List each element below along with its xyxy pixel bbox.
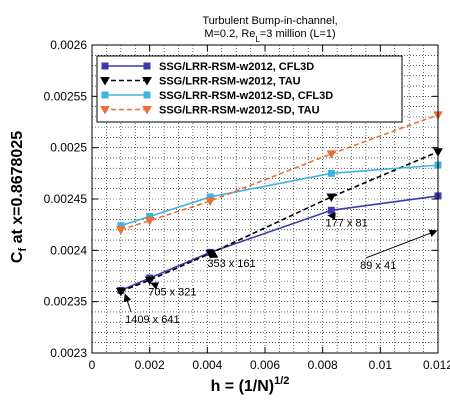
y-axis-label: Cf at x=0.8678025 (9, 131, 29, 263)
annotation-label: 89 x 41 (360, 260, 396, 272)
legend-marker (143, 62, 151, 70)
x-axis-label-main: h = (1/N) (211, 378, 275, 395)
y-tick-label: 0.0023 (50, 346, 87, 360)
legend-label: SSG/LRR-RSM-w2012-SD, CFL3D (159, 90, 333, 102)
x-tick-label: 0.01 (369, 358, 393, 372)
chart-title-part-b: =3 million (L=1) (260, 28, 336, 40)
y-tick-label: 0.00235 (44, 295, 88, 309)
annotation-layer: 1409 x 641 705 x 321 353 x 161 177 x 81 89 x… (123, 212, 438, 326)
legend: SSG/LRR-RSM-w2012, CFL3D SSG/LRR-RSM-w201… (96, 55, 403, 123)
series-1-point (327, 206, 335, 214)
chart-title-line-2: M=0.2, ReL=3 million (L=1) (204, 28, 335, 44)
series-2-point (144, 276, 155, 286)
annotation-label: 177 x 81 (326, 218, 368, 230)
annotation-label: 1409 x 641 (125, 314, 179, 326)
legend-label: SSG/LRR-RSM-w2012, TAU (159, 76, 301, 88)
x-tick-label: 0.002 (135, 358, 165, 372)
annotation-arrow (150, 282, 160, 290)
series-2-point (115, 287, 126, 297)
legend-marker (100, 77, 110, 86)
x-tick-label: 0.006 (250, 358, 280, 372)
x-tick-label: 0.008 (308, 358, 338, 372)
series-4-point (144, 217, 155, 226)
series-4-point (326, 150, 337, 159)
chart-title-sub: L (255, 35, 260, 44)
annotation-arrow (365, 229, 438, 259)
tick-layer: 0 0.002 0.004 0.006 0.008 0.01 0.012 0.0023 0.00… (44, 38, 450, 372)
x-axis-label-sup: 1/2 (274, 375, 289, 387)
y-tick-label: 0.00255 (44, 89, 88, 103)
legend-label: SSG/LRR-RSM-w2012-SD, TAU (159, 105, 320, 117)
y-axis-label-rest: at x=0.8678025 (9, 131, 26, 248)
y-tick-label: 0.00245 (44, 192, 88, 206)
legend-marker (101, 91, 109, 99)
legend-marker (101, 62, 109, 70)
series-4 (115, 111, 443, 235)
chart-title-line-1: Turbulent Bump-in-channel, (202, 15, 337, 27)
series-2-point (326, 193, 337, 202)
y-tick-label: 0.0026 (50, 38, 87, 52)
x-tick-label: 0.012 (423, 358, 450, 372)
y-tick-label: 0.0024 (50, 243, 87, 257)
legend-marker (100, 106, 110, 115)
legend-marker (143, 91, 151, 99)
y-axis-label-main: C (9, 251, 26, 263)
y-tick-label: 0.0025 (50, 141, 87, 155)
legend-marker (142, 77, 152, 86)
x-tick-label: 0.004 (192, 358, 222, 372)
series-4-point (205, 197, 216, 207)
annotation-arrow (123, 293, 132, 313)
chart-title-part-a: M=0.2, Re (204, 28, 255, 40)
x-tick-label: 0 (89, 358, 96, 372)
annotation-arrow (209, 250, 219, 259)
series-3 (117, 161, 442, 230)
legend-marker (142, 106, 152, 115)
y-axis-label-sub: f (17, 248, 29, 252)
legend-label: SSG/LRR-RSM-w2012, CFL3D (159, 61, 314, 73)
series-4-line (120, 114, 439, 231)
annotation-label: 353 x 161 (207, 258, 255, 270)
series-4-point (115, 226, 126, 235)
x-axis-label: h = (1/N)1/2 (211, 375, 290, 395)
series-3-point (327, 169, 335, 177)
annotation-label: 705 x 321 (148, 287, 196, 299)
